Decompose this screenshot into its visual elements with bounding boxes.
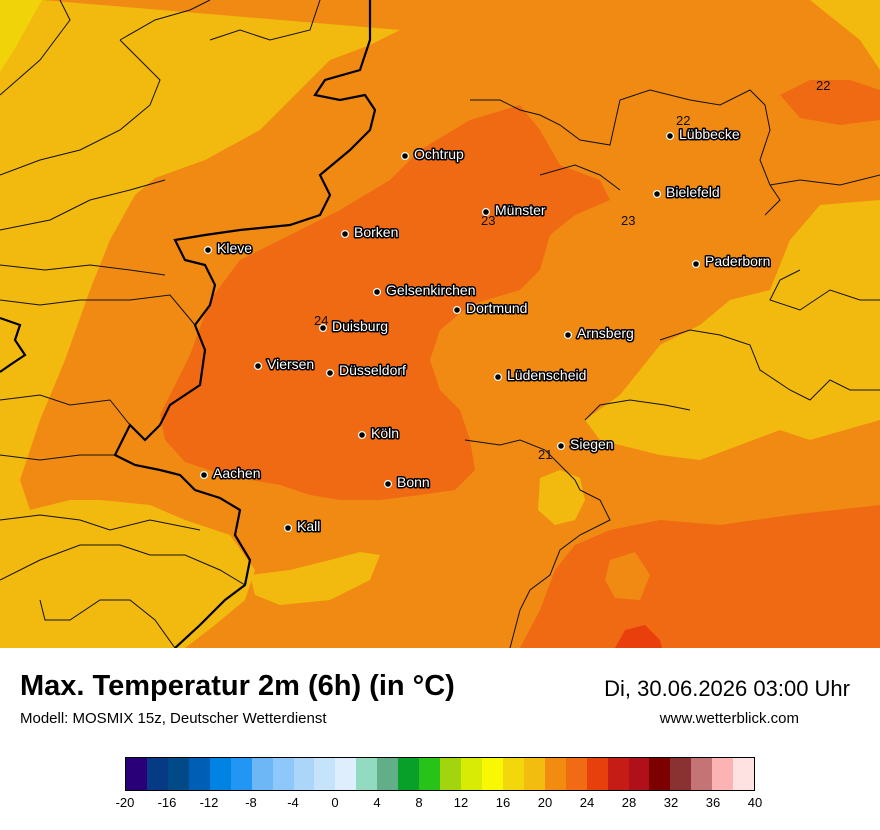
legend-tick-label: 16 — [495, 795, 511, 810]
chart-title: Max. Temperatur 2m (6h) (in °C) — [20, 670, 455, 702]
legend-swatch — [335, 758, 357, 790]
city-label-siegen: Siegen — [570, 436, 614, 452]
city-label-bielefeld: Bielefeld — [666, 184, 720, 200]
temperature-zone-16-18 — [0, 0, 42, 72]
legend-tick-label: 20 — [537, 795, 553, 810]
model-source: Modell: MOSMIX 15z, Deutscher Wetterdien… — [20, 710, 327, 727]
city-label-paderborn: Paderborn — [705, 253, 770, 269]
city-label-duisburg: Duisburg — [332, 318, 388, 334]
isoline-label: 24 — [314, 313, 328, 328]
city-label-dortmund: Dortmund — [466, 300, 527, 316]
temperature-zone-18-20-bottom — [250, 552, 380, 605]
legend-swatch — [628, 758, 650, 790]
legend-tick-label: -12 — [199, 795, 219, 810]
city-markers — [200, 132, 700, 532]
legend-swatch — [649, 758, 671, 790]
legend-swatch — [188, 758, 210, 790]
legend-tick-label: -4 — [287, 795, 299, 810]
legend-swatch — [461, 758, 482, 790]
legend-tick-label: 24 — [579, 795, 595, 810]
legend-tick-label: 28 — [621, 795, 637, 810]
legend-swatch — [167, 758, 189, 790]
legend-tick-label: 40 — [747, 795, 763, 810]
legend-swatch — [502, 758, 524, 790]
temperature-zone-24-plus — [615, 625, 662, 648]
legend-tick-label: 36 — [705, 795, 721, 810]
city-label-viersen: Viersen — [267, 356, 314, 372]
legend-swatch — [440, 758, 461, 790]
legend-swatch — [691, 758, 713, 790]
legend-swatch — [251, 758, 273, 790]
legend-swatch — [565, 758, 587, 790]
legend-swatch — [356, 758, 378, 790]
legend-swatch — [544, 758, 566, 790]
city-label-luebbecke: Lübbecke — [679, 126, 740, 142]
isoline-label: 21 — [538, 447, 552, 462]
legend-swatch — [314, 758, 336, 790]
temperature-zone-20-22-southeast — [605, 552, 650, 600]
city-label-kleve: Kleve — [217, 240, 252, 256]
legend-tick-labels: -20 -16 -12 -8 -4 0 4 8 12 16 20 24 28 32 36 40 — [0, 795, 880, 815]
isoline-label: 22 — [816, 78, 830, 93]
city-label-muenster: Münster — [495, 202, 546, 218]
city-label-ochtrup: Ochtrup — [414, 146, 464, 162]
temperature-zone-20-22 — [20, 0, 880, 648]
isoline-label: 22 — [676, 113, 690, 128]
website-link[interactable]: www.wetterblick.com — [659, 710, 799, 727]
isoline-label: 23 — [481, 213, 495, 228]
temperature-zone-18-20-south — [538, 470, 585, 525]
city-label-arnsberg: Arnsberg — [577, 325, 634, 341]
legend-tick-label: 8 — [415, 795, 423, 810]
legend-swatch — [398, 758, 420, 790]
forecast-datetime: Di, 30.06.2026 03:00 Uhr — [604, 676, 850, 701]
legend-swatch — [523, 758, 545, 790]
legend-tick-label: -8 — [245, 795, 257, 810]
legend-tick-label: 4 — [373, 795, 381, 810]
color-scale-legend — [125, 757, 755, 791]
state-borders — [0, 0, 880, 648]
legend-tick-label: -20 — [115, 795, 135, 810]
isoline-label: 23 — [621, 213, 635, 228]
legend-swatch — [419, 758, 441, 790]
legend-swatch — [670, 758, 692, 790]
legend-swatch — [733, 758, 755, 790]
temperature-zone-22-24-southeast — [520, 505, 880, 648]
legend-swatch — [712, 758, 734, 790]
legend-swatch — [272, 758, 294, 790]
legend-swatch — [126, 758, 147, 790]
city-label-borken: Borken — [354, 224, 398, 240]
legend-swatch — [230, 758, 252, 790]
temperature-zone-22-24 — [160, 105, 610, 500]
isoline-labels: 22 22 23 23 24 21 — [314, 78, 830, 462]
legend-swatch — [209, 758, 231, 790]
city-label-duesseldorf: Düsseldorf — [339, 362, 406, 378]
legend-swatch — [607, 758, 629, 790]
city-label-kall: Kall — [297, 518, 320, 534]
temperature-map: Lübbecke Ochtrup Bielefeld Münster Borke… — [0, 0, 880, 648]
city-label-koeln: Köln — [371, 425, 399, 441]
legend-swatch — [481, 758, 503, 790]
legend-swatch — [586, 758, 608, 790]
country-border-west — [0, 316, 27, 373]
city-label-gelsenkirchen: Gelsenkirchen — [386, 282, 476, 298]
temperature-zone-22-24-northeast — [780, 80, 880, 125]
legend-tick-label: 12 — [453, 795, 469, 810]
legend-swatch — [146, 758, 168, 790]
legend-tick-label: 32 — [663, 795, 679, 810]
legend-tick-label: -16 — [157, 795, 177, 810]
city-label-aachen: Aachen — [213, 465, 260, 481]
city-label-luedenscheid: Lüdenscheid — [507, 367, 586, 383]
legend-swatch — [293, 758, 315, 790]
legend-swatch — [377, 758, 399, 790]
city-label-bonn: Bonn — [397, 474, 430, 490]
legend-tick-label: 0 — [331, 795, 339, 810]
country-border — [113, 0, 377, 648]
city-labels: Lübbecke Ochtrup Bielefeld Münster Borke… — [212, 125, 772, 536]
